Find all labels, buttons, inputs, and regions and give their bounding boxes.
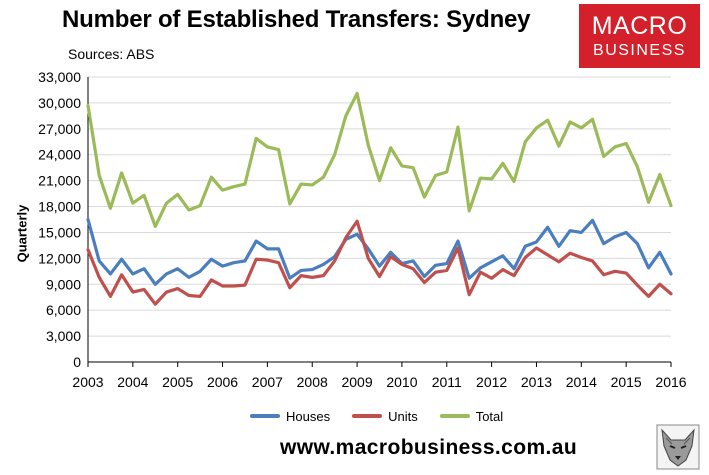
x-tick-label: 2003 [72, 374, 103, 390]
line-chart: 0 3,000 6,000 9,000 12,000 15,000 18,000 21,000… [38, 69, 687, 390]
legend-swatch-total [439, 414, 470, 418]
y-tick-label: 21,000 [38, 173, 81, 189]
source-note: Sources: ABS [68, 46, 155, 62]
y-tick-label: 3,000 [46, 328, 81, 344]
legend-swatch-houses [250, 414, 280, 418]
legend-label-total: Total [475, 408, 504, 424]
x-tick-label: 2012 [476, 374, 507, 390]
x-tick-label: 2006 [207, 374, 238, 390]
x-tick-label: 2007 [252, 374, 283, 390]
y-tick-label: 12,000 [38, 250, 81, 266]
x-tick-label: 2011 [432, 374, 462, 390]
series-line-units [86, 219, 673, 306]
y-tick-label: 6,000 [46, 302, 81, 318]
y-tick-label: 18,000 [38, 199, 81, 215]
y-tick-label: 9,000 [46, 276, 81, 292]
x-tick-label: 2005 [162, 374, 193, 390]
website-url: www.macrobusiness.com.au [280, 436, 578, 459]
chart-title: Number of Established Transfers: Sydney [62, 6, 531, 33]
series-line-total [86, 91, 673, 229]
y-tick-label: 33,000 [38, 69, 81, 85]
wolf-logo-icon [656, 424, 700, 470]
y-tick-label: 15,000 [38, 224, 81, 240]
series-line-houses [86, 217, 673, 286]
logo-line-1: MACRO [591, 12, 688, 40]
legend-label-units: Units [388, 408, 418, 424]
x-tick-label: 2013 [521, 374, 552, 390]
y-tick-label: 24,000 [38, 147, 81, 163]
x-tick-label: 2014 [566, 374, 597, 390]
logo-line-2: BUSINESS [593, 42, 686, 59]
y-tick-label: 30,000 [38, 95, 81, 111]
x-tick-label: 2008 [297, 374, 328, 390]
legend-item-houses: Houses [250, 409, 330, 424]
x-tick-label: 2016 [655, 374, 686, 390]
x-tick-label: 2010 [386, 374, 417, 390]
macrobusiness-logo: MACRO BUSINESS [579, 4, 700, 68]
legend-item-total: Total [439, 408, 504, 424]
legend: Houses Units Total [250, 406, 503, 426]
x-tick-label: 2015 [611, 374, 642, 390]
x-tick-label: 2009 [341, 374, 372, 390]
legend-item-units: Units [352, 409, 418, 424]
x-tick-label: 2004 [117, 374, 148, 390]
y-tick-label: 27,000 [38, 121, 81, 137]
y-tick-label: 0 [73, 354, 81, 370]
legend-label-houses: Houses [286, 408, 331, 424]
legend-swatch-units [352, 414, 383, 418]
